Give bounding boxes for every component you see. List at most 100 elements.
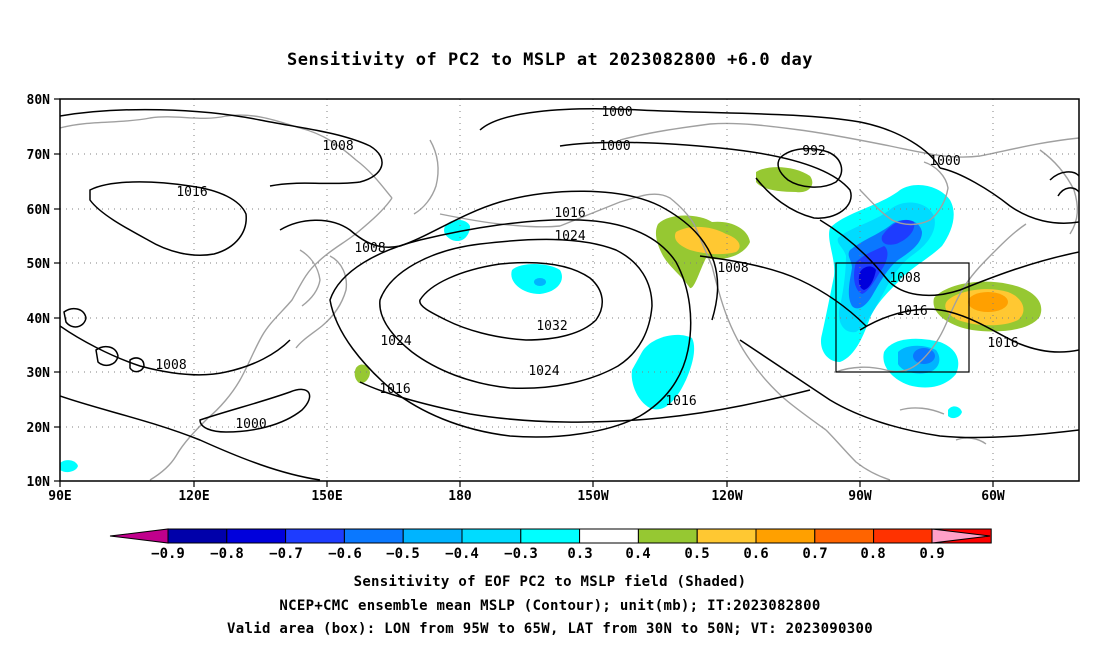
contour-label: 1008 (717, 261, 748, 276)
contour-1000-arctic (559, 141, 852, 219)
valid-area-box (835, 262, 970, 373)
contour-1008-north (60, 108, 383, 187)
colorbar-arrow-low (109, 528, 169, 544)
lon-label: 60W (981, 489, 1005, 504)
colorbar-box (814, 528, 875, 544)
contour-label-layer: 1000 1000 1008 1016 1008 1016 1024 992 1… (155, 105, 1018, 432)
contour-1008-canada (819, 219, 1079, 297)
lat-label: 40N (27, 312, 51, 327)
axis-ticks (54, 98, 994, 487)
latitude-labels: 80N 70N 60N 50N 40N 30N 20N 10N (27, 93, 51, 490)
contour-1016-asia (89, 181, 247, 256)
contour-992 (777, 147, 843, 188)
lat-label: 30N (27, 366, 51, 381)
lat-label: 80N (27, 93, 51, 108)
contour-label: 1008 (322, 139, 353, 154)
contour-label: 1016 (896, 304, 927, 319)
coast-cuba-caribbean (899, 407, 987, 445)
colorbar-box (461, 528, 522, 544)
contour-label: 1000 (599, 139, 630, 154)
contour-1008-east-pacific (699, 255, 867, 327)
shade-neg-caribbean (948, 406, 962, 419)
contour-label: 1016 (987, 336, 1018, 351)
colorbar-label: 0.3 (567, 546, 592, 562)
lon-label: 120W (711, 489, 742, 504)
colorbar-label: 0.8 (860, 546, 885, 562)
contour-1024 (379, 238, 653, 390)
contour-label: 1016 (379, 382, 410, 397)
lon-label: 120E (178, 489, 209, 504)
colorbar-label: −0.4 (445, 546, 479, 562)
coast-gulf-east-us (835, 223, 1027, 373)
contour-1032 (419, 261, 603, 341)
coastlines (60, 114, 1079, 481)
shade-neg-west-pacific (444, 219, 470, 242)
contour-low-east (1049, 171, 1079, 197)
colorbar-label: −0.9 (151, 546, 185, 562)
contour-small-lows (63, 307, 145, 373)
colorbar-box (637, 528, 698, 544)
shade-neg-subtropical-pacific (631, 334, 695, 410)
colorbar-box (226, 528, 287, 544)
colorbar-label: −0.7 (269, 546, 303, 562)
colorbar-label: 0.5 (684, 546, 709, 562)
longitude-labels: 90E 120E 150E 180 150W 120W 90W 60W (48, 489, 1005, 504)
contour-1016-south (359, 381, 811, 423)
colorbar-box (520, 528, 581, 544)
coast-kamchatka (413, 139, 439, 215)
shade-neg-tropics-west (60, 460, 78, 473)
contour-1008-west-pacific (279, 190, 719, 321)
contour-1016-ring (329, 218, 692, 438)
colorbar-labels: −0.9 −0.8 −0.7 −0.6 −0.5 −0.4 −0.3 0.3 0… (151, 546, 945, 562)
map-frame (59, 98, 1080, 482)
colorbar-box (579, 528, 639, 544)
colorbar-box (167, 528, 228, 544)
colorbar-label: −0.6 (328, 546, 362, 562)
contour-label: 1008 (354, 241, 385, 256)
shade-pos-canada (756, 167, 813, 193)
shade-pos-dateline-small (354, 364, 370, 384)
lon-label: 90E (48, 489, 71, 504)
coast-asia-north (60, 114, 393, 199)
contour-label: 1016 (176, 185, 207, 200)
lon-label: 150E (311, 489, 342, 504)
contour-label: 1024 (380, 334, 411, 349)
contour-label: 1000 (601, 105, 632, 120)
coast-korea-japan (295, 249, 348, 349)
contour-label: 1016 (554, 206, 585, 221)
contour-label: 1032 (536, 319, 567, 334)
colorbar-box (343, 528, 404, 544)
lat-label: 10N (27, 475, 51, 490)
lat-label: 20N (27, 421, 51, 436)
contour-label: 1016 (665, 394, 696, 409)
colorbar-box (755, 528, 816, 544)
mslp-contours (60, 108, 1079, 481)
colorbar-label: −0.8 (210, 546, 244, 562)
contour-label: 1000 (929, 154, 960, 169)
coast-arctic-na (619, 122, 1079, 158)
colorbar-arrow-high (931, 528, 991, 544)
colorbar-box (285, 528, 345, 544)
caption-shading: Sensitivity of EOF PC2 to MSLP field (Sh… (353, 574, 747, 590)
lon-label: 150W (577, 489, 608, 504)
colorbar-label: 0.9 (919, 546, 944, 562)
contour-label: 1008 (889, 271, 920, 286)
map-title: Sensitivity of PC2 to MSLP at 2023082800… (286, 50, 813, 70)
contour-east-pacific-south (739, 339, 1079, 439)
contour-label: 1024 (528, 364, 559, 379)
lon-label: 90W (848, 489, 872, 504)
colorbar-box (873, 528, 933, 544)
contour-south-pacific (60, 395, 321, 481)
coast-hudson-bay (859, 161, 949, 226)
lat-label: 50N (27, 257, 51, 272)
coast-greenland (1039, 149, 1079, 235)
contour-label: 1024 (554, 229, 585, 244)
colorbar-box (402, 528, 463, 544)
coast-east-asia (149, 197, 393, 481)
contour-1000-atlantic (939, 167, 1079, 224)
colorbar: −0.9 −0.8 −0.7 −0.6 −0.5 −0.4 −0.3 0.3 0… (109, 528, 992, 562)
colorbar-box (696, 528, 757, 544)
contour-1008-south (60, 325, 291, 376)
contour-1000-north (479, 108, 941, 169)
